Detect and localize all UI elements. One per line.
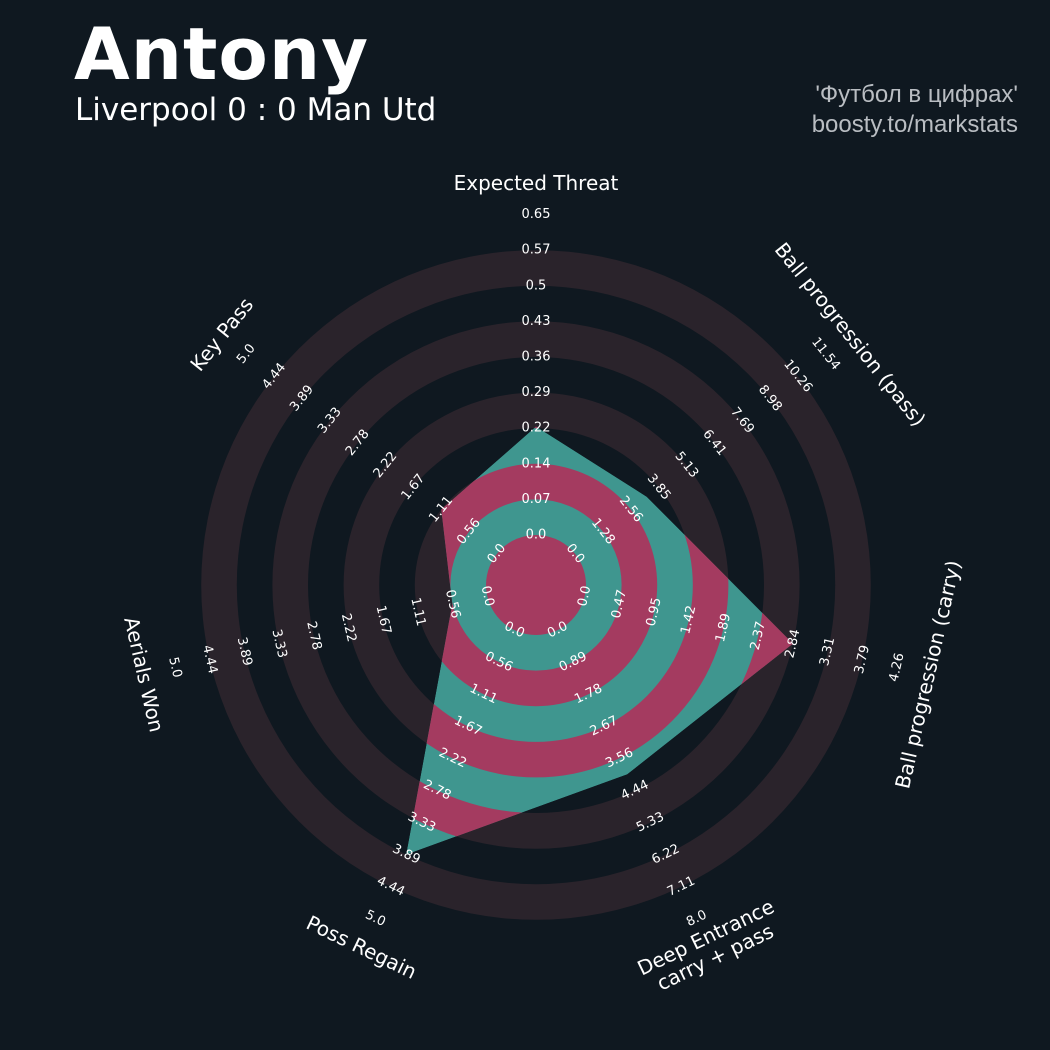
tick-label: 5.0 <box>363 907 388 929</box>
tick-label: 5.0 <box>234 341 259 367</box>
tick-label: 5.0 <box>165 656 184 680</box>
tick-label: 0.0 <box>575 584 594 608</box>
param-label: Poss Regain <box>303 911 421 984</box>
tick-label: 1.89 <box>713 612 734 644</box>
tick-label: 1.67 <box>373 604 394 636</box>
tick-label: 11.54 <box>808 335 843 373</box>
tick-label: 0.47 <box>609 588 630 620</box>
credit-line-1: 'Футбол в цифрах' <box>815 81 1018 108</box>
tick-label: 3.89 <box>234 636 255 668</box>
credit-block: 'Футбол в цифрах' boosty.to/markstats <box>812 80 1018 140</box>
tick-label: 2.37 <box>748 620 769 652</box>
player-band <box>414 463 658 707</box>
tick-label: 2.78 <box>303 620 324 652</box>
player-title: Antony <box>74 12 370 96</box>
tick-label: 0.07 <box>522 492 551 507</box>
param-label: Aerials Won <box>119 614 169 734</box>
credit-line-2: boosty.to/markstats <box>811 111 1018 138</box>
player-area <box>406 426 793 855</box>
tick-label: 3.31 <box>817 636 838 668</box>
tick-label: 1.42 <box>678 604 699 636</box>
tick-label: 4.26 <box>887 652 908 684</box>
tick-label: 0.0 <box>478 584 497 608</box>
tick-label: 0.29 <box>522 385 551 400</box>
tick-label: 3.33 <box>268 628 289 660</box>
tick-label: 0.43 <box>522 314 551 329</box>
tick-label: 0.0 <box>526 528 547 543</box>
tick-label: 0.36 <box>522 350 551 365</box>
tick-label: 1.11 <box>407 596 428 628</box>
tick-label: 0.14 <box>522 456 551 471</box>
player-band <box>486 535 586 635</box>
tick-label: 0.56 <box>442 588 463 620</box>
tick-label: 2.22 <box>338 612 359 644</box>
param-label: Expected Threat <box>454 171 619 195</box>
param-label: Deep Entrancecarry + pass <box>633 894 787 1000</box>
param-label-line: Poss Regain <box>303 911 421 984</box>
tick-label: 0.57 <box>522 243 551 258</box>
tick-label: 2.84 <box>782 628 803 660</box>
tick-label: 4.44 <box>199 644 220 676</box>
match-subtitle: Liverpool 0 : 0 Man Utd <box>75 92 437 128</box>
tick-label: 3.79 <box>852 644 873 676</box>
tick-label: 0.5 <box>526 278 547 293</box>
param-label-line: Aerials Won <box>119 614 169 734</box>
param-label-line: Expected Threat <box>454 171 619 195</box>
tick-label: 0.22 <box>522 421 551 436</box>
tick-label: 0.95 <box>644 596 665 628</box>
tick-label: 0.65 <box>522 207 551 222</box>
